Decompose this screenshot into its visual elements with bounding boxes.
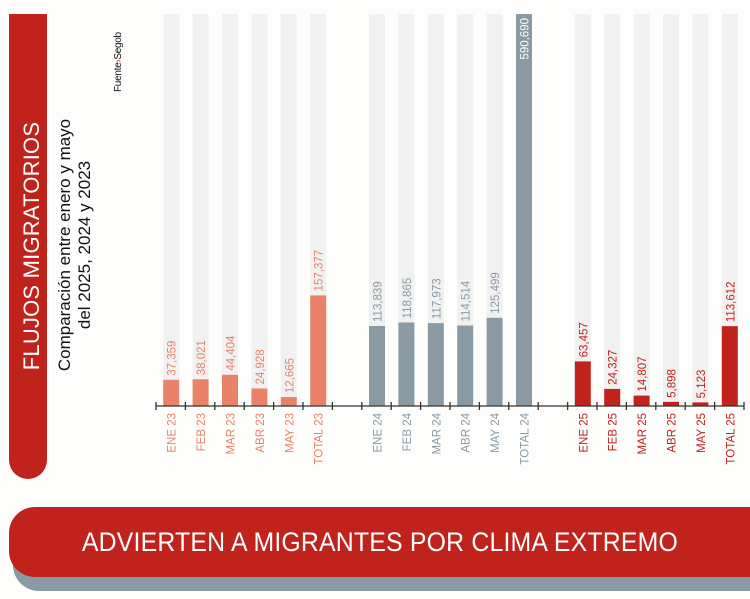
value-label: 5,898 [667, 369, 679, 398]
value-labels: 37,359 38,021 44,404 24,928 12,665 157,377 113… [167, 18, 738, 398]
x-axis [155, 402, 745, 410]
bar-abr-25 [663, 401, 679, 406]
category-label: FEB 25 [608, 413, 620, 451]
bar-track [280, 14, 297, 406]
bar-ene-24 [369, 326, 385, 406]
bar-track [222, 14, 238, 406]
category-label: ABR 24 [461, 412, 473, 452]
category-label: ABR 25 [667, 413, 679, 453]
bar-total-23 [310, 295, 327, 406]
category-label: MAR 24 [431, 412, 443, 454]
bar-track [427, 14, 444, 406]
bar-ene-23 [163, 379, 180, 406]
category-label: ENE 24 [373, 412, 385, 452]
category-label: ENE 23 [167, 413, 179, 453]
value-label: 157,377 [314, 250, 326, 292]
category-labels: ENE 23 FEB 23 MAR 23 ABR 23 MAY 23 TOTAL 23 EN… [167, 412, 738, 464]
category-label: MAY 25 [696, 413, 708, 453]
bar-mar-23 [222, 374, 238, 406]
bar-feb-23 [192, 379, 209, 406]
bar-may-25 [692, 402, 709, 406]
value-label: 117,973 [431, 278, 443, 319]
bar-may-23 [280, 397, 297, 406]
bar-total-24 [516, 14, 532, 406]
category-label: TOTAL 25 [725, 413, 737, 465]
bar-track [192, 14, 209, 406]
category-label: TOTAL 24 [520, 412, 532, 464]
bar-track [692, 14, 709, 406]
bar-track [163, 14, 180, 406]
value-label: 590,690 [520, 18, 532, 60]
bar-abr-24 [457, 325, 474, 406]
value-label: 12,665 [284, 358, 296, 393]
bar-track [398, 14, 415, 406]
bar-chart: 37,359 38,021 44,404 24,928 12,665 157,377 113… [155, 14, 745, 465]
bar-track [721, 14, 738, 406]
bar-track [663, 14, 679, 406]
bar-ene-25 [574, 361, 591, 406]
category-label: MAR 23 [226, 413, 238, 455]
value-label: 118,865 [402, 278, 414, 319]
value-label: 24,327 [608, 350, 620, 385]
value-label: 113,839 [373, 281, 385, 322]
value-label: 5,123 [696, 370, 708, 399]
bar-total-25 [721, 326, 738, 406]
category-label: TOTAL 23 [314, 413, 326, 465]
title-pill [9, 14, 47, 479]
category-label: FEB 23 [196, 413, 208, 451]
category-label: MAY 24 [490, 412, 502, 452]
bar-mar-24 [427, 323, 444, 406]
bar-abr-23 [251, 388, 268, 406]
category-label: FEB 24 [402, 412, 414, 451]
bar-track [633, 14, 650, 406]
headline-text: ADVIERTEN A MIGRANTES POR CLIMA EXTREMO [81, 526, 678, 557]
bar-track [604, 14, 621, 406]
value-label: 63,457 [578, 322, 590, 357]
headline-banner: ADVIERTEN A MIGRANTES POR CLIMA EXTREMO [9, 507, 750, 577]
value-label: 114,514 [461, 280, 473, 321]
bar-track [251, 14, 268, 406]
category-label: MAR 25 [637, 413, 649, 455]
value-label: 125,499 [490, 272, 502, 314]
value-label: 24,928 [255, 349, 267, 384]
bar-track [574, 14, 591, 406]
category-label: ABR 23 [255, 413, 267, 453]
bar-feb-24 [398, 322, 415, 406]
category-label: MAY 23 [284, 413, 296, 453]
category-label: ENE 25 [578, 413, 590, 453]
bar-mar-25 [633, 395, 650, 406]
bar-tracks [163, 14, 738, 406]
bar-may-24 [486, 317, 503, 406]
value-label: 44,404 [226, 335, 238, 371]
value-label: 113,612 [725, 281, 737, 322]
bar-track [486, 14, 503, 406]
bar-track [457, 14, 474, 406]
bar-feb-25 [604, 388, 621, 406]
bars [163, 14, 738, 406]
value-label: 37,359 [167, 341, 179, 376]
value-label: 14,807 [637, 356, 649, 391]
value-label: 38,021 [196, 340, 208, 375]
bar-track [369, 14, 385, 406]
